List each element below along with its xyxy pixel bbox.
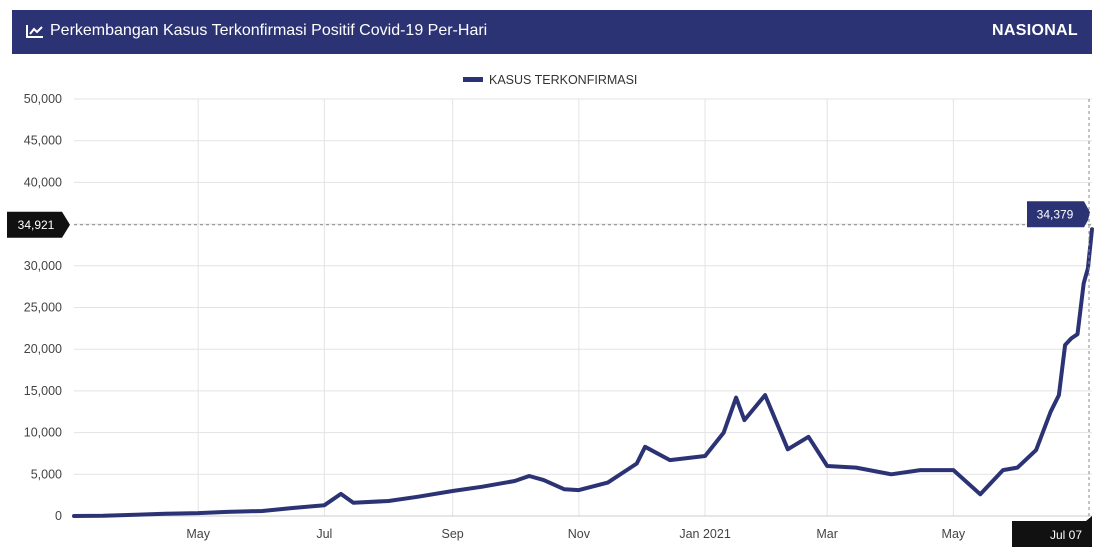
legend[interactable]: KASUS TERKONFIRMASI xyxy=(463,73,637,87)
x-tick-label: Nov xyxy=(568,527,591,541)
x-axis: May Jul Sep Nov Jan 2021 Mar May xyxy=(74,515,1092,541)
x-tick-label: Mar xyxy=(816,527,838,541)
scope-label: NASIONAL xyxy=(992,22,1078,39)
legend-swatch xyxy=(463,77,483,82)
y-tick-label: 50,000 xyxy=(24,92,62,106)
x-tick-label: May xyxy=(942,527,966,541)
y-tick-label: 15,000 xyxy=(24,384,62,398)
line-chart[interactable]: 05,00010,00015,00020,00025,00030,00035,0… xyxy=(0,62,1096,560)
x-tick-label: May xyxy=(186,527,210,541)
x-crosshair-label: Jul 07 xyxy=(1050,528,1082,542)
y-tick-label: 10,000 xyxy=(24,426,62,440)
x-tick-label: Sep xyxy=(442,527,464,541)
chart-title: Perkembangan Kasus Terkonfirmasi Positif… xyxy=(26,22,487,40)
x-tick-label: Jan 2021 xyxy=(679,527,730,541)
chart-title-text: Perkembangan Kasus Terkonfirmasi Positif… xyxy=(50,22,488,39)
y-tick-label: 30,000 xyxy=(24,259,62,273)
legend-label: KASUS TERKONFIRMASI xyxy=(489,73,637,87)
y-tick-label: 20,000 xyxy=(24,342,62,356)
y-crosshair-label: 34,921 xyxy=(18,218,55,232)
grid-lines xyxy=(74,98,1092,517)
y-tick-label: 25,000 xyxy=(24,301,62,315)
value-tooltip-label: 34,379 xyxy=(1037,207,1074,221)
crosshair-overlay: 34,921 Jul 07 34,379 xyxy=(7,99,1092,547)
line-chart-icon xyxy=(26,25,43,38)
y-axis: 05,00010,00015,00020,00025,00030,00035,0… xyxy=(24,92,62,523)
y-crosshair-tag xyxy=(7,211,70,238)
y-tick-label: 5,000 xyxy=(31,467,62,481)
y-tick-label: 0 xyxy=(55,509,62,523)
value-tooltip xyxy=(1027,201,1090,228)
y-tick-label: 40,000 xyxy=(24,175,62,189)
x-crosshair-tag xyxy=(1012,516,1092,547)
y-tick-label: 45,000 xyxy=(24,134,62,148)
chart-header: Perkembangan Kasus Terkonfirmasi Positif… xyxy=(12,10,1092,54)
series-line[interactable] xyxy=(72,227,1094,518)
x-tick-label: Jul xyxy=(316,527,332,541)
